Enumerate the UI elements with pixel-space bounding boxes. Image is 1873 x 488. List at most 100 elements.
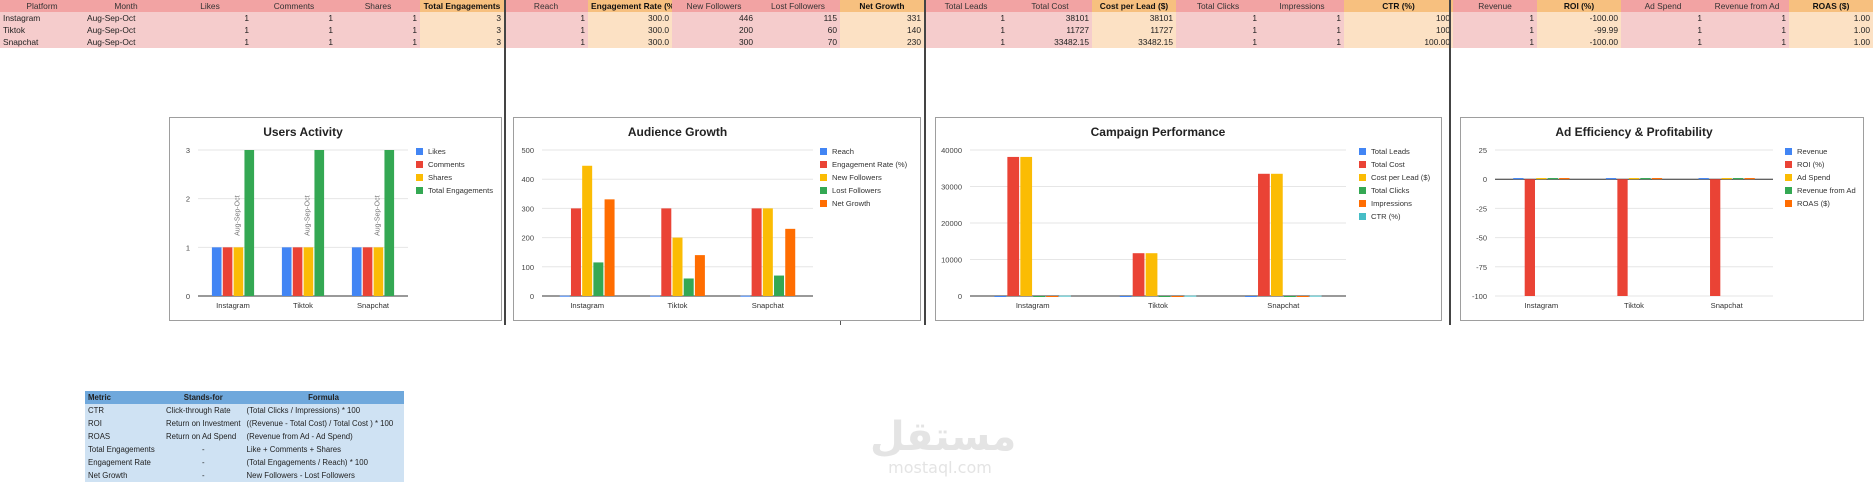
bar-shares[interactable] — [233, 247, 244, 296]
bar-ctr[interactable] — [1184, 295, 1197, 297]
sheet-cell[interactable]: 1 — [1176, 36, 1260, 48]
legend-item[interactable]: Impressions — [1359, 197, 1430, 210]
bar-shares[interactable] — [373, 247, 384, 296]
sheet-cell[interactable]: 230 — [840, 36, 924, 48]
sheet-cell[interactable]: 1 — [336, 12, 420, 24]
legend-item[interactable]: Revenue — [1785, 145, 1856, 158]
bar-ad-spend[interactable] — [1536, 178, 1547, 180]
header-cell[interactable]: Shares — [336, 0, 420, 12]
sheet-cell[interactable]: 38101 — [1008, 12, 1092, 24]
bar-roi[interactable] — [1524, 179, 1535, 296]
bar-lost-followers[interactable] — [774, 275, 785, 296]
sheet-cell[interactable]: 300 — [672, 36, 756, 48]
users-activity-chart[interactable]: Users Activity 0 1 2 3 Aug-Sep-Oct Instagram Au… — [169, 117, 502, 321]
sheet-cell[interactable]: 200 — [672, 24, 756, 36]
sheet-cell[interactable]: 1 — [168, 36, 252, 48]
header-cell[interactable]: Total Engagements — [420, 0, 504, 12]
sheet-cell[interactable]: 1 — [924, 24, 1008, 36]
sheet-cell[interactable]: Snapchat — [0, 36, 84, 48]
bar-revenue-from-ad[interactable] — [1640, 178, 1651, 180]
sheet-cell[interactable]: 115 — [756, 12, 840, 24]
legend-item[interactable]: Comments — [416, 158, 493, 171]
header-cell[interactable]: ROAS ($) — [1789, 0, 1873, 12]
bar-total-cost[interactable] — [1007, 156, 1020, 296]
legend-item[interactable]: Total Leads — [1359, 145, 1430, 158]
sheet-cell[interactable]: 1.00 — [1789, 36, 1873, 48]
header-cell[interactable]: Impressions — [1260, 0, 1344, 12]
header-cell[interactable]: ROI (%) — [1537, 0, 1621, 12]
sheet-cell[interactable]: 1 — [1453, 36, 1537, 48]
legend-item[interactable]: ROI (%) — [1785, 158, 1856, 171]
bar-comments[interactable] — [292, 247, 303, 296]
bar-net-growth[interactable] — [785, 228, 796, 296]
formula-cell[interactable]: Like + Comments + Shares — [243, 443, 404, 456]
sheet-cell[interactable]: 1 — [504, 24, 588, 36]
sheet-cell[interactable]: 100 — [1344, 24, 1453, 36]
sheet-cell[interactable]: 1 — [924, 12, 1008, 24]
sheet-cell[interactable]: 1 — [1260, 36, 1344, 48]
bar-roas[interactable] — [1744, 178, 1755, 180]
sheet-cell[interactable]: 11727 — [1008, 24, 1092, 36]
formula-cell[interactable]: - — [163, 443, 244, 456]
sheet-cell[interactable]: 3 — [420, 36, 504, 48]
sheet-cell[interactable]: 1 — [504, 36, 588, 48]
sheet-cell[interactable]: 300.0 — [588, 12, 672, 24]
sheet-cell[interactable]: 1 — [924, 36, 1008, 48]
header-cell[interactable]: CTR (%) — [1344, 0, 1453, 12]
bar-total-leads[interactable] — [994, 296, 1007, 297]
sheet-cell[interactable]: 300.0 — [588, 24, 672, 36]
bar-new-followers[interactable] — [672, 237, 683, 296]
header-cell[interactable]: Total Leads — [924, 0, 1008, 12]
sheet-cell[interactable]: 1 — [252, 36, 336, 48]
formula-cell[interactable]: Total Engagements — [85, 443, 163, 456]
formula-header-cell[interactable]: Formula — [243, 391, 404, 404]
header-cell[interactable]: New Followers — [672, 0, 756, 12]
bar-new-followers[interactable] — [582, 165, 593, 296]
formula-cell[interactable]: CTR — [85, 404, 163, 417]
bar-total-engagements[interactable] — [314, 150, 325, 296]
bar-ctr[interactable] — [1309, 295, 1322, 297]
bar-total-clicks[interactable] — [1283, 296, 1296, 297]
header-cell[interactable]: Revenue — [1453, 0, 1537, 12]
header-cell[interactable]: Total Cost — [1008, 0, 1092, 12]
header-cell[interactable]: Revenue from Ad — [1705, 0, 1789, 12]
sheet-cell[interactable]: Tiktok — [0, 24, 84, 36]
legend-item[interactable]: Likes — [416, 145, 493, 158]
sheet-cell[interactable]: 1 — [1621, 36, 1705, 48]
sheet-cell[interactable]: Instagram — [0, 12, 84, 24]
bar-ad-spend[interactable] — [1628, 178, 1640, 180]
bar-revenue[interactable] — [1513, 178, 1524, 180]
bar-total-cost[interactable] — [1132, 253, 1145, 296]
legend-item[interactable]: Total Engagements — [416, 184, 493, 197]
bar-lost-followers[interactable] — [683, 278, 694, 296]
legend-item[interactable]: Lost Followers — [820, 184, 907, 197]
bar-roas[interactable] — [1559, 178, 1570, 180]
bar-impressions[interactable] — [1046, 296, 1058, 297]
sheet-cell[interactable]: -99.99 — [1537, 24, 1621, 36]
bar-revenue-from-ad[interactable] — [1547, 178, 1558, 180]
sheet-cell[interactable]: 1 — [1176, 24, 1260, 36]
bar-total-clicks[interactable] — [1033, 296, 1046, 297]
header-cell[interactable]: Comments — [252, 0, 336, 12]
bar-engagement-rate[interactable] — [661, 208, 672, 296]
bar-total-leads[interactable] — [1245, 296, 1257, 297]
sheet-cell[interactable]: 60 — [756, 24, 840, 36]
legend-item[interactable]: Cost per Lead ($) — [1359, 171, 1430, 184]
sheet-cell[interactable]: 1 — [252, 24, 336, 36]
formula-cell[interactable]: ROI — [85, 417, 163, 430]
formula-cell[interactable]: Engagement Rate — [85, 456, 163, 469]
bar-likes[interactable] — [281, 247, 292, 296]
formula-header-cell[interactable]: Stands-for — [163, 391, 244, 404]
audience-growth-chart[interactable]: Audience Growth 0 100 200 300 400 500 Instagram… — [513, 117, 921, 321]
header-cell[interactable]: Month — [84, 0, 168, 12]
bar-comments[interactable] — [362, 247, 373, 296]
sheet-cell[interactable]: 1 — [1453, 24, 1537, 36]
bar-net-growth[interactable] — [604, 199, 615, 296]
legend-item[interactable]: CTR (%) — [1359, 210, 1430, 223]
sheet-cell[interactable]: 1 — [168, 24, 252, 36]
sheet-cell[interactable]: 11727 — [1092, 24, 1176, 36]
sheet-cell[interactable]: 70 — [756, 36, 840, 48]
bar-likes[interactable] — [351, 247, 362, 296]
sheet-cell[interactable]: 1 — [336, 36, 420, 48]
legend-item[interactable]: Total Clicks — [1359, 184, 1430, 197]
